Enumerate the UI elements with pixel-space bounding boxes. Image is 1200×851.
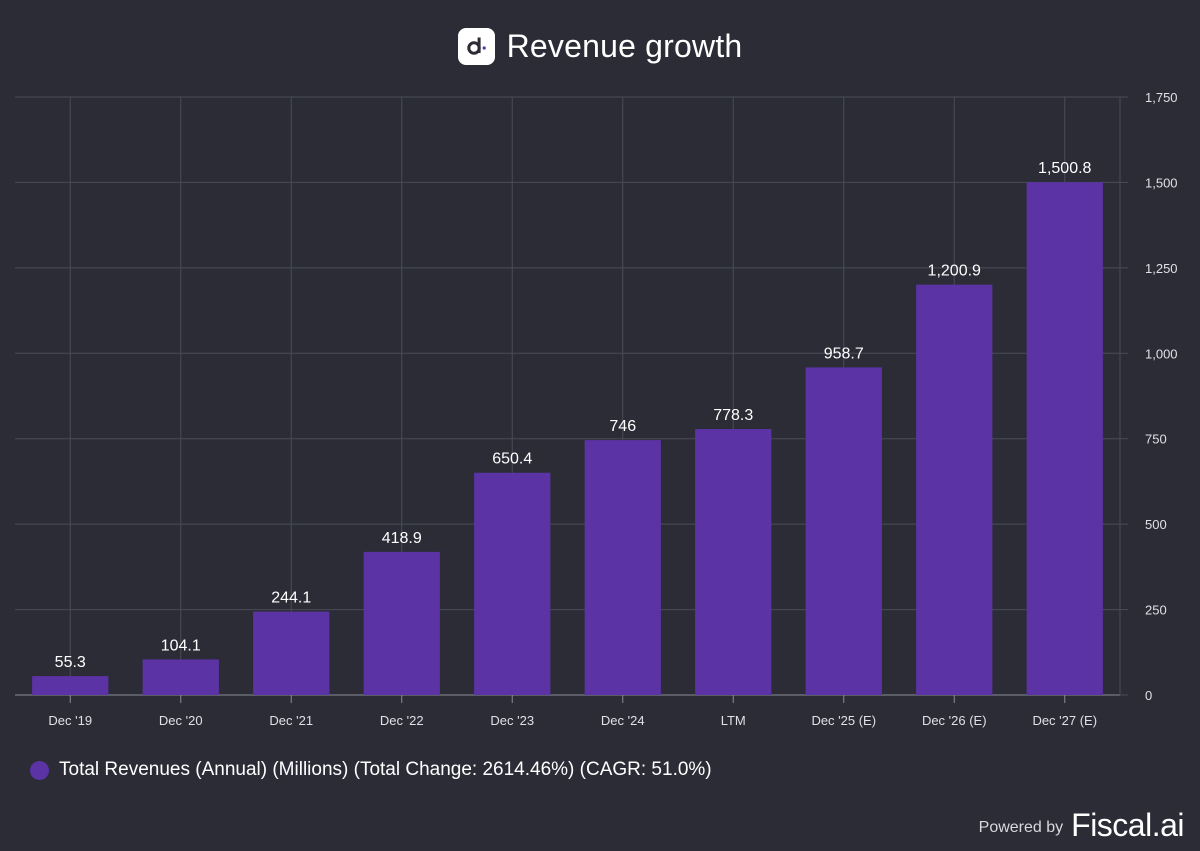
x-tick-label: Dec '24 xyxy=(601,713,645,728)
x-tick-label: Dec '21 xyxy=(269,713,313,728)
bar xyxy=(142,659,219,695)
x-tick-label: Dec '27 (E) xyxy=(1032,713,1097,728)
bar xyxy=(916,284,993,695)
y-tick-label: 1,500 xyxy=(1145,175,1178,190)
bar-chart: 0 250 500 750 1,000 1,250 1,500 1,750 55.3 Dec '1… xyxy=(15,90,1178,728)
bar xyxy=(32,676,109,695)
bar-value-label: 746 xyxy=(609,418,636,435)
x-tick-label: Dec '26 (E) xyxy=(922,713,987,728)
x-tick-label: Dec '20 xyxy=(159,713,203,728)
bar xyxy=(1026,182,1103,695)
legend[interactable]: Total Revenues (Annual) (Millions) (Tota… xyxy=(30,756,712,784)
y-tick-label: 0 xyxy=(1145,688,1152,703)
bar-value-label: 778.3 xyxy=(713,407,753,424)
x-tick-label: Dec '25 (E) xyxy=(811,713,876,728)
bar-value-label: 1,200.9 xyxy=(928,263,981,280)
bar-value-label: 418.9 xyxy=(382,530,422,547)
x-tick-label: LTM xyxy=(721,713,746,728)
bar-value-label: 55.3 xyxy=(55,654,86,671)
y-tick-label: 500 xyxy=(1145,517,1167,532)
d-logo-icon xyxy=(457,27,495,65)
bar-value-label: 650.4 xyxy=(492,451,532,468)
footer: Powered by Fiscal.ai xyxy=(978,805,1185,845)
y-tick-label: 250 xyxy=(1145,603,1167,618)
bar-value-label: 1,500.8 xyxy=(1038,160,1091,177)
y-tick-label: 1,000 xyxy=(1145,346,1178,361)
bar-value-label: 244.1 xyxy=(271,590,311,607)
bar xyxy=(584,440,661,695)
x-tick-label: Dec '19 xyxy=(48,713,92,728)
brand-logo[interactable]: Fiscal.ai xyxy=(1071,806,1184,843)
bar xyxy=(695,429,772,695)
bar-value-label: 958.7 xyxy=(824,345,864,362)
y-tick-label: 1,250 xyxy=(1145,261,1178,276)
bar xyxy=(363,551,440,695)
chart-title: Revenue growth xyxy=(506,27,743,64)
legend-swatch xyxy=(30,760,49,780)
bar xyxy=(805,367,882,695)
y-tick-label: 1,750 xyxy=(1145,90,1178,105)
chart-header: Revenue growth xyxy=(0,0,1200,92)
bar-value-label: 104.1 xyxy=(161,637,201,654)
bar xyxy=(253,611,330,695)
bar xyxy=(474,472,551,695)
legend-label: Total Revenues (Annual) (Millions) (Tota… xyxy=(59,759,712,780)
y-tick-label: 750 xyxy=(1145,432,1167,447)
powered-by-label: Powered by xyxy=(978,819,1064,836)
x-tick-label: Dec '23 xyxy=(490,713,534,728)
x-tick-label: Dec '22 xyxy=(380,713,424,728)
